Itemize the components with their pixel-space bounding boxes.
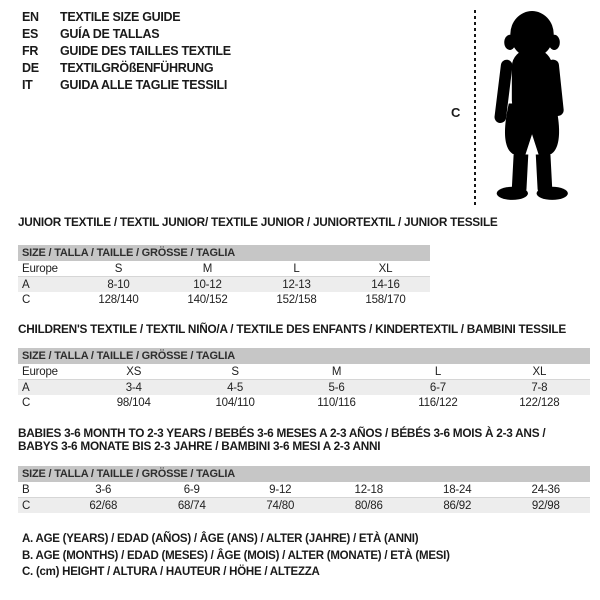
size-value-cell: 98/104 [116, 396, 151, 409]
section-title: BABIES 3-6 MONTH TO 2-3 YEARS / BEBÉS 3-… [18, 427, 590, 453]
size-table: SIZE / TALLA / TAILLE / GRÖSSE / TAGLIA E… [18, 245, 430, 307]
height-label: C [451, 105, 461, 120]
legend-footnote: C. (cm) HEIGHT / ALTURA / HAUTEUR / HÖHE… [22, 566, 320, 578]
size-table: SIZE / TALLA / TAILLE / GRÖSSE / TAGLIA E… [18, 348, 590, 410]
language-row: EN TEXTILE SIZE GUIDE [22, 9, 231, 26]
section-title-line: CHILDREN'S TEXTILE / TEXTIL NIÑO/A / TEX… [18, 322, 566, 336]
size-value-cell: 110/116 [317, 396, 356, 409]
table-row: A 3-4 4-5 5-6 6-7 7-8 [18, 380, 590, 395]
table-row: C 128/140 140/152 152/158 158/170 [18, 292, 430, 307]
language-title: GUIDE DES TAILLES TEXTILE [60, 44, 231, 58]
size-value-cell: 6-9 [183, 483, 200, 496]
language-title: GUÍA DE TALLAS [60, 27, 160, 41]
language-title: GUIDA ALLE TAGLIE TESSILI [60, 78, 228, 92]
height-measure-dashed-line [474, 10, 476, 207]
size-value-cell: 6-7 [429, 381, 446, 394]
section-title-line: BABYS 3-6 MONATE BIS 2-3 JAHRE / BAMBINI… [18, 439, 381, 453]
size-section: JUNIOR TEXTILE / TEXTIL JUNIOR/ TEXTILE … [18, 216, 498, 307]
language-row: FR GUIDE DES TAILLES TEXTILE [22, 43, 231, 60]
size-value-cell: XL [532, 365, 547, 378]
language-code: FR [22, 44, 39, 58]
size-value-cell: 62/68 [89, 499, 118, 512]
size-value-cell: 4-5 [227, 381, 244, 394]
size-value-cell: 10-12 [193, 278, 222, 291]
size-value-cell: 86/92 [443, 499, 472, 512]
table-row: Europe XS S M L XL [18, 364, 590, 380]
language-code: ES [22, 27, 39, 41]
size-value-cell: 12-18 [354, 483, 384, 496]
size-value-cell: 152/158 [276, 293, 317, 306]
row-label: C [22, 293, 31, 306]
size-header-bar: SIZE / TALLA / TAILLE / GRÖSSE / TAGLIA [18, 348, 590, 364]
size-value-cell: 104/110 [215, 396, 255, 409]
size-value-cell: L [293, 262, 300, 275]
size-value-cell: 14-16 [371, 278, 400, 291]
legend-footnote: A. AGE (YEARS) / EDAD (AÑOS) / ÂGE (ANS)… [22, 533, 419, 545]
language-title: TEXTILGRÖßENFÜHRUNG [60, 61, 214, 75]
row-label: Europe [22, 365, 58, 378]
size-value-cell: 68/74 [177, 499, 206, 512]
size-value-cell: M [202, 262, 213, 275]
language-row: DE TEXTILGRÖßENFÜHRUNG [22, 60, 231, 77]
size-section: CHILDREN'S TEXTILE / TEXTIL NIÑO/A / TEX… [18, 323, 590, 410]
table-row: C 98/104 104/110 110/116 116/122 122/128 [18, 395, 590, 410]
size-value-cell: L [434, 365, 442, 378]
section-title-line: BABIES 3-6 MONTH TO 2-3 YEARS / BEBÉS 3-… [18, 426, 546, 440]
language-code: EN [22, 10, 39, 24]
size-value-cell: 3-6 [95, 483, 112, 496]
section-title: JUNIOR TEXTILE / TEXTIL JUNIOR/ TEXTILE … [18, 216, 498, 229]
language-row: IT GUIDA ALLE TAGLIE TESSILI [22, 77, 231, 94]
legend-footnote: B. AGE (MONTHS) / EDAD (MESES) / ÂGE (MO… [22, 549, 450, 562]
section-title-line: JUNIOR TEXTILE / TEXTIL JUNIOR/ TEXTILE … [18, 215, 498, 229]
size-table: SIZE / TALLA / TAILLE / GRÖSSE / TAGLIA B… [18, 466, 590, 513]
size-header-bar: SIZE / TALLA / TAILLE / GRÖSSE / TAGLIA [18, 466, 590, 482]
legend-footnotes: A. AGE (YEARS) / EDAD (AÑOS) / ÂGE (ANS)… [22, 531, 450, 581]
size-section: BABIES 3-6 MONTH TO 2-3 YEARS / BEBÉS 3-… [18, 427, 590, 513]
row-label: C [22, 499, 31, 512]
row-label: A [22, 278, 30, 291]
size-value-cell: 74/80 [266, 499, 295, 512]
language-code: DE [22, 61, 39, 75]
baby-silhouette-icon [494, 11, 568, 200]
size-value-cell: M [331, 365, 342, 378]
size-value-cell: 8-10 [107, 278, 130, 291]
size-header-bar: SIZE / TALLA / TAILLE / GRÖSSE / TAGLIA [18, 245, 430, 261]
size-value-cell: 92/98 [531, 499, 560, 512]
size-value-cell: 3-4 [125, 381, 142, 394]
language-title: TEXTILE SIZE GUIDE [60, 10, 181, 24]
size-value-cell: 80/86 [354, 499, 383, 512]
size-value-cell: 158/170 [365, 293, 406, 306]
size-value-cell: S [114, 262, 123, 275]
size-value-cell: 5-6 [328, 381, 345, 394]
size-value-cell: 9-12 [269, 483, 292, 496]
size-value-cell: 140/152 [187, 293, 228, 306]
size-value-cell: XS [126, 365, 142, 378]
size-value-cell: 12-13 [282, 278, 311, 291]
row-label: Europe [22, 262, 58, 275]
section-title: CHILDREN'S TEXTILE / TEXTIL NIÑO/A / TEX… [18, 323, 590, 336]
size-value-cell: 24-36 [531, 483, 561, 496]
size-value-cell: XL [378, 262, 393, 275]
table-row: B 3-6 6-9 9-12 12-18 18-24 24-36 [18, 482, 590, 498]
size-value-cell: 7-8 [531, 381, 548, 394]
table-row: Europe S M L XL [18, 261, 430, 277]
row-label: C [22, 396, 31, 409]
table-row: C 62/68 68/74 74/80 80/86 86/92 92/98 [18, 498, 590, 513]
size-value-cell: 116/122 [418, 396, 458, 409]
size-value-cell: 122/128 [519, 396, 560, 409]
size-value-cell: 18-24 [443, 483, 472, 496]
size-value-cell: 128/140 [98, 293, 139, 306]
language-row: ES GUÍA DE TALLAS [22, 26, 231, 43]
language-title-list: EN TEXTILE SIZE GUIDE ES GUÍA DE TALLAS FR GU… [22, 9, 231, 94]
table-row: A 8-10 10-12 12-13 14-16 [18, 277, 430, 292]
size-value-cell: S [231, 365, 239, 378]
row-label: B [22, 483, 30, 496]
row-label: A [22, 381, 30, 394]
language-code: IT [22, 78, 33, 92]
